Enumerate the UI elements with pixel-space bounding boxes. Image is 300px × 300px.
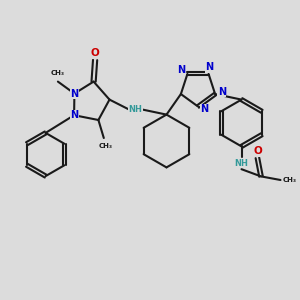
Text: O: O — [253, 146, 262, 156]
Text: CH₃: CH₃ — [98, 143, 112, 149]
Text: N: N — [205, 62, 213, 72]
Text: N: N — [70, 110, 78, 120]
Text: CH₃: CH₃ — [51, 70, 64, 76]
Text: N: N — [218, 87, 226, 97]
Text: N: N — [200, 104, 209, 115]
Text: CH₃: CH₃ — [283, 177, 296, 183]
Text: O: O — [91, 48, 100, 59]
Text: N: N — [70, 88, 79, 99]
Text: NH: NH — [235, 159, 248, 168]
Text: NH: NH — [129, 105, 142, 114]
Text: N: N — [177, 65, 185, 75]
